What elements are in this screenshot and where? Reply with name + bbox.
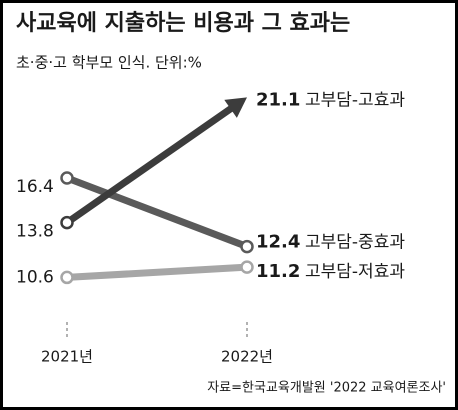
start-value-label: 16.4 <box>16 177 54 197</box>
point <box>240 260 254 274</box>
chart-title: 사교육에 지출하는 비용과 그 효과는 <box>16 11 350 36</box>
source: 자료=한국교육개발원 '2022 교육여론조사' <box>207 381 446 396</box>
point <box>240 239 254 254</box>
end-value-label: 12.4 <box>256 232 300 253</box>
point <box>60 270 74 285</box>
x-tick-label: 2022년 <box>221 348 273 366</box>
series-line <box>66 263 248 281</box>
chart-subtitle: 초·중·고 학부모 인식. 단위:% <box>16 54 202 72</box>
series-line <box>65 174 249 250</box>
point <box>60 171 74 185</box>
end-value-label: 11.2 <box>256 261 300 282</box>
series-name: 고부담-저효과 <box>305 262 405 282</box>
x-tick-label: 2021년 <box>41 348 93 366</box>
start-value-label: 10.6 <box>16 267 54 287</box>
arrowhead <box>224 97 247 118</box>
series-name: 고부담-고효과 <box>305 90 405 110</box>
end-value-label: 21.1 <box>256 89 300 110</box>
series-line <box>65 102 238 226</box>
point <box>60 215 74 230</box>
series-name: 고부담-중효과 <box>305 233 405 253</box>
start-value-label: 13.8 <box>16 222 54 242</box>
